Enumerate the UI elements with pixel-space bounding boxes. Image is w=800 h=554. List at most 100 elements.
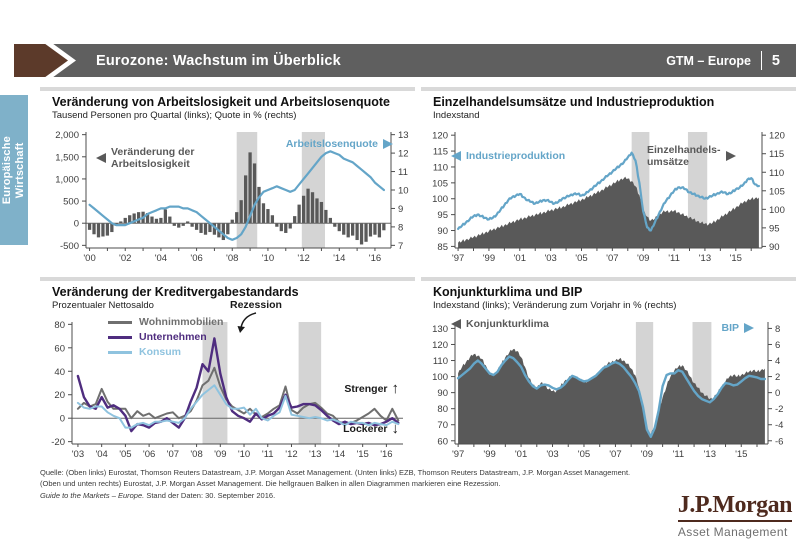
up-arrow-icon: ↑ (391, 380, 400, 397)
svg-text:0: 0 (775, 388, 780, 399)
panel-top-strip (421, 277, 796, 281)
svg-text:'16: '16 (380, 449, 392, 460)
svg-text:13: 13 (398, 130, 409, 141)
panel-credit-standards: Veränderung der Kreditvergabestandards P… (40, 277, 415, 461)
panel-unemployment: Veränderung von Arbeitslosigkeit und Arb… (40, 87, 415, 266)
source-line-2: (Oben und unten rechts) Eurostat, J.P. M… (40, 479, 501, 489)
svg-text:105: 105 (769, 186, 785, 197)
svg-text:'13: '13 (699, 253, 711, 264)
svg-text:130: 130 (432, 324, 448, 335)
recession-arrow-icon (237, 312, 257, 333)
svg-text:100: 100 (432, 372, 448, 383)
line-series-label: Arbeitslosenquote (286, 138, 393, 150)
svg-text:'11: '11 (673, 449, 685, 460)
svg-text:'09: '09 (641, 449, 653, 460)
chart-area: 130 120 110 100 90 80 70 60 8 6 4 2 0 -2 -4 -6 '97 '99 '01… (421, 314, 796, 460)
page-number: 5 (771, 52, 780, 69)
svg-text:0: 0 (74, 219, 79, 230)
svg-text:'11: '11 (668, 253, 680, 264)
chart-area: 2,000 1,500 1,000 500 0 -500 13 12 11 10 9 8 7 '00 '02… (40, 124, 415, 264)
svg-text:115: 115 (769, 149, 784, 160)
svg-text:100: 100 (432, 194, 448, 205)
svg-text:-500: -500 (60, 241, 79, 252)
svg-text:'08: '08 (226, 253, 238, 264)
sidebar-tab-european-economy: Europäische Wirtschaft (0, 95, 28, 245)
source-line-3: Guide to the Markets – Europe. Stand der… (40, 490, 276, 500)
svg-text:90: 90 (437, 388, 448, 399)
chart-legend: Wohnimmobilien Unternehmen Konsum (108, 316, 223, 358)
logo-wordmark: J.P.Morgan (677, 492, 793, 522)
svg-text:12: 12 (398, 149, 409, 160)
consumer-line-swatch (108, 350, 132, 354)
left-triangle-icon (96, 153, 106, 163)
svg-text:'07: '07 (167, 449, 179, 460)
chart-unemployment: 2,000 1,500 1,000 500 0 -500 13 12 11 10 9 8 7 '00 '02… (55, 130, 409, 264)
svg-text:95: 95 (769, 223, 780, 234)
svg-text:'12: '12 (297, 253, 309, 264)
svg-text:'03: '03 (72, 449, 84, 460)
svg-text:120: 120 (432, 340, 448, 351)
svg-text:'97: '97 (452, 449, 464, 460)
svg-text:'99: '99 (483, 449, 495, 460)
panel-subtitle: Tausend Personen pro Quartal (links); Qu… (52, 110, 297, 121)
svg-text:90: 90 (769, 242, 780, 253)
svg-text:'15: '15 (735, 449, 747, 460)
svg-text:'09: '09 (637, 253, 649, 264)
sidebar-tab-label: Europäische Wirtschaft (1, 135, 26, 205)
svg-text:4: 4 (775, 356, 780, 367)
panel-climate-gdp: Konjunkturklima und BIP Indexstand (link… (421, 277, 796, 461)
svg-text:'04: '04 (155, 253, 167, 264)
svg-text:60: 60 (437, 436, 448, 447)
svg-text:'06: '06 (143, 449, 155, 460)
gtm-europe-label: GTM – Europe (666, 53, 751, 68)
legend-item-housing: Wohnimmobilien (108, 316, 223, 328)
svg-text:90: 90 (437, 226, 448, 237)
line-series-label: Industrieproduktion (451, 150, 565, 162)
svg-text:'00: '00 (83, 253, 95, 264)
logo-asset-management: Asset Management (677, 525, 788, 539)
svg-text:'08: '08 (190, 449, 202, 460)
svg-text:105: 105 (432, 178, 448, 189)
right-triangle-icon (744, 323, 754, 333)
chart-area: 80 60 40 20 0 -20 '03 '04 '05 '06 '07 '08 '09 '10 '11 '… (40, 314, 415, 460)
svg-text:8: 8 (775, 324, 780, 335)
chart-retail-industrial: 120 115 110 105 100 95 90 85 120 115 110 105 100 95 90… (432, 131, 785, 264)
svg-text:'99: '99 (483, 253, 495, 264)
chart-area: 120 115 110 105 100 95 90 85 120 115 110 105 100 95 90… (421, 124, 796, 264)
svg-text:70: 70 (437, 420, 448, 431)
recession-label: Rezession (230, 299, 282, 311)
bars-series-label: Veränderung der Arbeitslosigkeit (96, 146, 207, 170)
svg-text:'10: '10 (262, 253, 274, 264)
svg-text:8: 8 (398, 222, 403, 233)
svg-text:120: 120 (769, 131, 785, 142)
svg-text:'97: '97 (452, 253, 464, 264)
svg-text:80: 80 (54, 320, 65, 331)
panel-top-strip (421, 87, 796, 91)
svg-text:110: 110 (433, 162, 448, 173)
svg-text:-20: -20 (51, 437, 65, 448)
svg-text:1,000: 1,000 (55, 174, 79, 185)
chart-climate-gdp: 130 120 110 100 90 80 70 60 8 6 4 2 0 -2 -4 -6 '97 '99 '01… (432, 322, 783, 460)
panel-title: Konjunkturklima und BIP (433, 285, 583, 299)
svg-text:'13: '13 (704, 449, 716, 460)
svg-text:-4: -4 (775, 420, 783, 431)
svg-text:60: 60 (54, 343, 65, 354)
line-series-label: BIP (721, 322, 754, 334)
svg-text:'01: '01 (515, 449, 527, 460)
jpmorgan-logo: J.P.Morgan Asset Management (677, 492, 793, 539)
area-series-label: Einzelhandels- umsätze (647, 144, 736, 168)
source-line-1: Quelle: (Oben links) Eurostat, Thomson R… (40, 468, 631, 477)
svg-text:'12: '12 (285, 449, 297, 460)
svg-text:'16: '16 (369, 253, 381, 264)
header-meta: GTM – Europe 5 (666, 51, 780, 70)
svg-text:1,500: 1,500 (55, 152, 79, 163)
panel-subtitle: Indexstand (links); Veränderung zum Vorj… (433, 300, 677, 311)
panel-retail-industrial: Einzelhandelsumsätze und Industrieproduk… (421, 87, 796, 266)
footer-source: Quelle: (Oben links) Eurostat, Thomson R… (40, 467, 665, 501)
svg-text:'02: '02 (119, 253, 131, 264)
panel-title: Veränderung der Kreditvergabestandards (52, 285, 299, 299)
panel-top-strip (40, 277, 415, 281)
left-triangle-icon (451, 319, 461, 329)
svg-text:9: 9 (398, 204, 403, 215)
